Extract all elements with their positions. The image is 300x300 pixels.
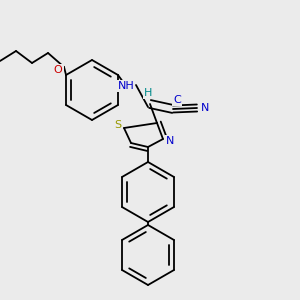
Text: NH: NH [118, 81, 134, 91]
Text: S: S [114, 120, 122, 130]
Text: N: N [201, 103, 209, 113]
Text: N: N [166, 136, 174, 146]
Text: O: O [54, 65, 62, 75]
Text: C: C [173, 95, 181, 105]
Text: H: H [144, 88, 152, 98]
